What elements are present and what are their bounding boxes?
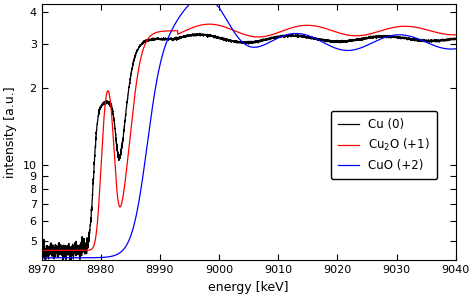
Cu (0)	[197, 31, 203, 35]
Line: Cu (0): Cu (0)	[42, 33, 456, 260]
Cu$_2$O (+1)	[213, 23, 219, 27]
CuO (+2)	[453, 47, 458, 51]
CuO (+2)	[340, 48, 346, 52]
Cu (0)	[39, 249, 45, 253]
Cu$_2$O (+1)	[207, 22, 212, 26]
Cu$_2$O (+1)	[340, 32, 346, 36]
CuO (+2)	[419, 39, 425, 42]
CuO (+2)	[440, 46, 446, 50]
Cu (0)	[419, 39, 425, 42]
Cu (0)	[340, 39, 346, 43]
Cu$_2$O (+1)	[440, 32, 446, 36]
Legend: Cu (0), Cu$_2$O (+1), CuO (+2): Cu (0), Cu$_2$O (+1), CuO (+2)	[331, 111, 438, 179]
X-axis label: energy [keV]: energy [keV]	[209, 281, 289, 294]
CuO (+2)	[213, 2, 219, 6]
Line: CuO (+2): CuO (+2)	[42, 0, 456, 258]
Cu$_2$O (+1)	[216, 24, 222, 27]
Cu$_2$O (+1)	[236, 31, 241, 34]
Cu (0)	[216, 36, 222, 40]
Cu (0)	[440, 38, 446, 42]
Cu$_2$O (+1)	[419, 27, 425, 30]
Y-axis label: intensity [a.u.]: intensity [a.u.]	[4, 86, 17, 178]
CuO (+2)	[39, 256, 45, 260]
CuO (+2)	[236, 36, 241, 40]
Cu$_2$O (+1)	[453, 33, 458, 37]
Line: Cu$_2$O (+1): Cu$_2$O (+1)	[42, 24, 456, 250]
Cu (0)	[213, 35, 219, 38]
Cu (0)	[60, 259, 66, 262]
CuO (+2)	[216, 6, 222, 9]
Cu (0)	[453, 36, 458, 40]
Cu$_2$O (+1)	[39, 249, 45, 252]
Cu (0)	[236, 40, 241, 44]
